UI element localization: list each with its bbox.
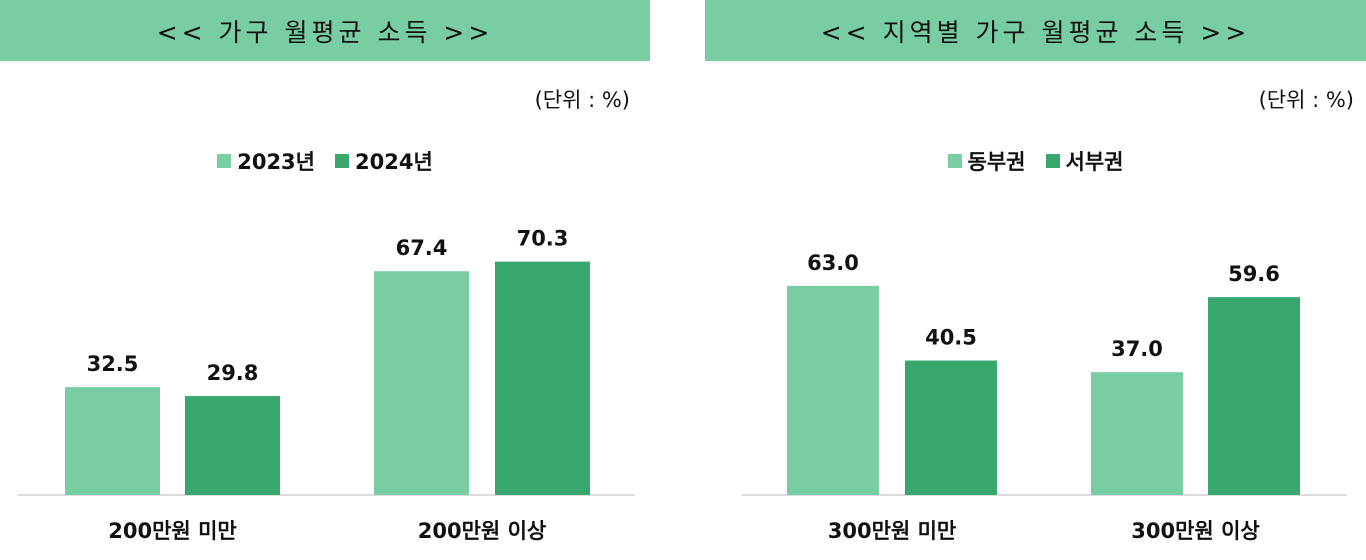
category-label: 200만원 이상 xyxy=(418,519,546,543)
bar xyxy=(65,387,160,495)
bar xyxy=(185,396,280,495)
bar xyxy=(1091,372,1183,495)
legend-item-series-1: 동부권 xyxy=(947,146,1026,176)
legend-label: 2024년 xyxy=(355,150,433,174)
chart-panel-household-income: << 가구 월평균 소득 >> (단위 : %) 2023년 2024년 32.… xyxy=(0,0,650,560)
chart-title: << 가구 월평균 소득 >> xyxy=(156,17,494,47)
bar xyxy=(905,360,997,495)
legend-swatch-dark xyxy=(1045,154,1060,168)
data-label: 59.6 xyxy=(1228,262,1280,286)
category-label: 200만원 미만 xyxy=(108,519,236,543)
legend-label: 서부권 xyxy=(1065,150,1124,174)
bar xyxy=(787,285,879,495)
legend-item-series-2: 2024년 xyxy=(335,146,433,176)
legend-swatch-light xyxy=(217,154,232,168)
bar xyxy=(1208,297,1300,495)
legend: 동부권 서부권 xyxy=(705,146,1366,176)
legend-label: 동부권 xyxy=(967,150,1026,174)
unit-note: (단위 : %) xyxy=(1258,88,1354,112)
chart-title-banner: << 지역별 가구 월평균 소득 >> xyxy=(705,0,1366,61)
data-label: 37.0 xyxy=(1111,337,1163,361)
legend: 2023년 2024년 xyxy=(0,146,650,176)
bar-chart-household-income: 32.5 29.8 200만원 미만 67.4 70.3 200만원 이상 xyxy=(18,227,635,543)
legend-item-series-2: 서부권 xyxy=(1045,146,1124,176)
legend-item-series-1: 2023년 xyxy=(217,146,315,176)
legend-label: 2023년 xyxy=(237,150,315,174)
chart-title: << 지역별 가구 월평균 소득 >> xyxy=(820,17,1251,47)
legend-swatch-dark xyxy=(335,154,349,168)
bar xyxy=(495,261,590,495)
data-label: 70.3 xyxy=(517,227,569,251)
data-label: 63.0 xyxy=(807,251,859,275)
bar xyxy=(374,271,469,495)
data-label: 40.5 xyxy=(925,326,977,350)
category-label: 300만원 미만 xyxy=(828,519,956,543)
chart-panel-regional-income: << 지역별 가구 월평균 소득 >> (단위 : %) 동부권 서부권 63.… xyxy=(705,0,1366,560)
data-label: 29.8 xyxy=(207,361,259,385)
chart-title-banner: << 가구 월평균 소득 >> xyxy=(0,0,650,61)
legend-swatch-light xyxy=(947,154,962,168)
bar-chart-regional-income: 63.0 40.5 300만원 미만 37.0 59.6 300만원 이상 xyxy=(742,251,1347,543)
category-label: 300만원 이상 xyxy=(1131,519,1259,543)
data-label: 67.4 xyxy=(396,236,448,260)
data-label: 32.5 xyxy=(87,352,139,376)
unit-note: (단위 : %) xyxy=(534,88,630,112)
